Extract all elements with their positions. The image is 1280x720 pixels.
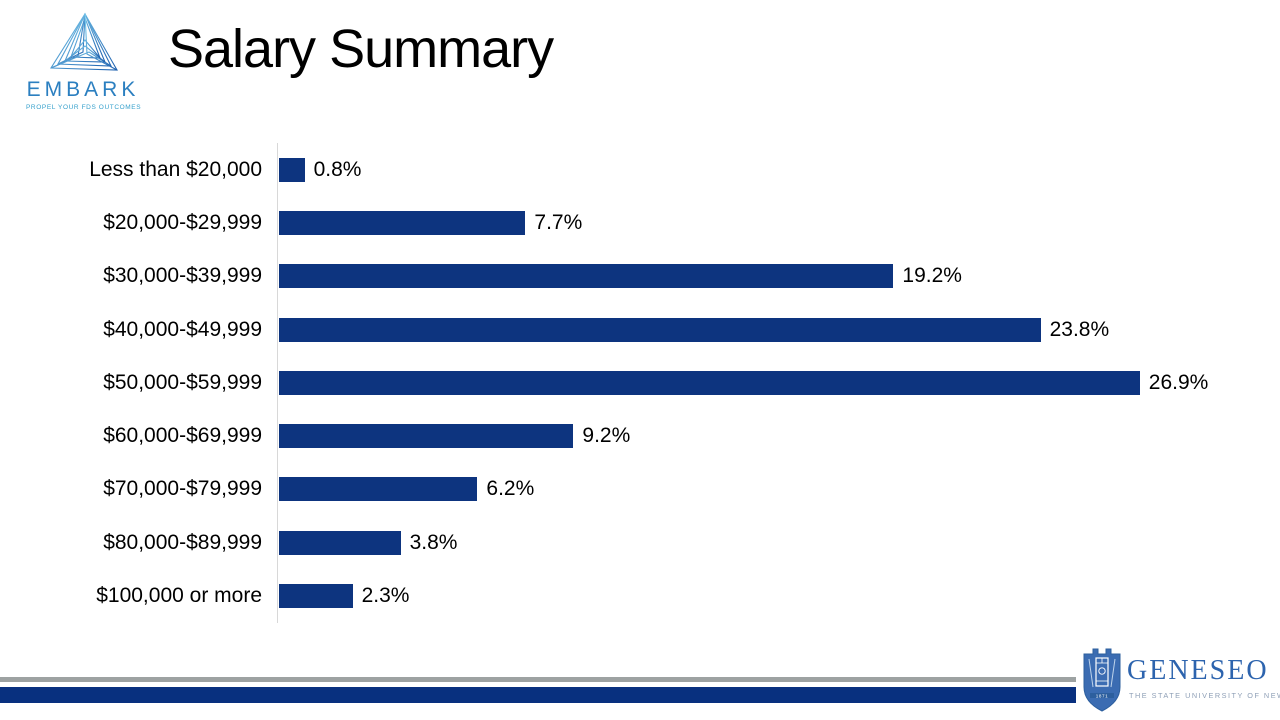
geneseo-logo-text: GENESEO [1127, 655, 1269, 686]
salary-bar-chart: Less than $20,000 0.8% $20,000-$29,999 7… [0, 143, 1280, 623]
chart-row: $70,000-$79,999 6.2% [0, 463, 1280, 516]
chart-row: $40,000-$49,999 23.8% [0, 303, 1280, 356]
value-label: 9.2% [582, 424, 631, 448]
category-label: $50,000-$59,999 [103, 370, 262, 394]
category-label: Less than $20,000 [89, 157, 262, 181]
geneseo-logo-tagline: THE STATE UNIVERSITY OF NEW YORK [1129, 691, 1280, 700]
bar-track: 3.8% [277, 516, 1280, 569]
chart-rows: Less than $20,000 0.8% $20,000-$29,999 7… [0, 143, 1280, 623]
embark-logo-text: EMBARK [26, 78, 140, 101]
chart-row: $30,000-$39,999 19.2% [0, 250, 1280, 303]
chart-row: $50,000-$59,999 26.9% [0, 356, 1280, 409]
category-label: $40,000-$49,999 [103, 317, 262, 341]
footer-blue-stripe [0, 687, 1076, 703]
category-label: $70,000-$79,999 [103, 477, 262, 501]
bar [279, 530, 401, 555]
value-label: 3.8% [409, 530, 458, 554]
bar-track: 23.8% [277, 303, 1280, 356]
value-label: 23.8% [1049, 317, 1110, 341]
geneseo-shield-icon: 1871 [1083, 648, 1121, 712]
value-label: 7.7% [534, 210, 583, 234]
bar-track: 0.8% [277, 143, 1280, 196]
geneseo-logo: 1871 GENESEO THE STATE UNIVERSITY OF NEW… [1076, 640, 1280, 720]
bar-track: 6.2% [277, 463, 1280, 516]
footer-gray-stripe [0, 677, 1076, 682]
value-label: 2.3% [361, 584, 410, 608]
bar [279, 210, 526, 235]
value-label: 19.2% [902, 264, 962, 288]
bar-track: 7.7% [277, 196, 1280, 249]
bar [279, 370, 1140, 395]
chart-axis-line [277, 143, 278, 623]
category-label: $30,000-$39,999 [103, 264, 262, 288]
geneseo-founded-year: 1871 [1096, 693, 1109, 698]
bar [279, 584, 353, 609]
bar-track: 19.2% [277, 250, 1280, 303]
category-label: $20,000-$29,999 [103, 210, 262, 234]
value-label: 6.2% [486, 477, 535, 501]
chart-row: $60,000-$69,999 9.2% [0, 409, 1280, 462]
embark-triangle-icon [50, 12, 118, 71]
value-label: 0.8% [313, 157, 362, 181]
embark-logo: EMBARK PROPEL YOUR FDS OUTCOMES [26, 12, 142, 111]
bar [279, 317, 1041, 342]
value-label: 26.9% [1148, 370, 1209, 394]
bar [279, 424, 574, 449]
chart-row: $100,000 or more 2.3% [0, 569, 1280, 622]
bar [279, 157, 305, 182]
chart-row: $20,000-$29,999 7.7% [0, 196, 1280, 249]
bar [279, 264, 894, 289]
chart-row: $80,000-$89,999 3.8% [0, 516, 1280, 569]
category-label: $60,000-$69,999 [103, 424, 262, 448]
bar-track: 2.3% [277, 569, 1280, 622]
category-label: $100,000 or more [96, 584, 262, 608]
bar [279, 477, 478, 502]
category-label: $80,000-$89,999 [103, 530, 262, 554]
embark-logo-tagline: PROPEL YOUR FDS OUTCOMES [26, 104, 142, 111]
bar-track: 9.2% [277, 409, 1280, 462]
bar-track: 26.9% [277, 356, 1280, 409]
chart-row: Less than $20,000 0.8% [0, 143, 1280, 196]
page-title: Salary Summary [168, 19, 554, 79]
